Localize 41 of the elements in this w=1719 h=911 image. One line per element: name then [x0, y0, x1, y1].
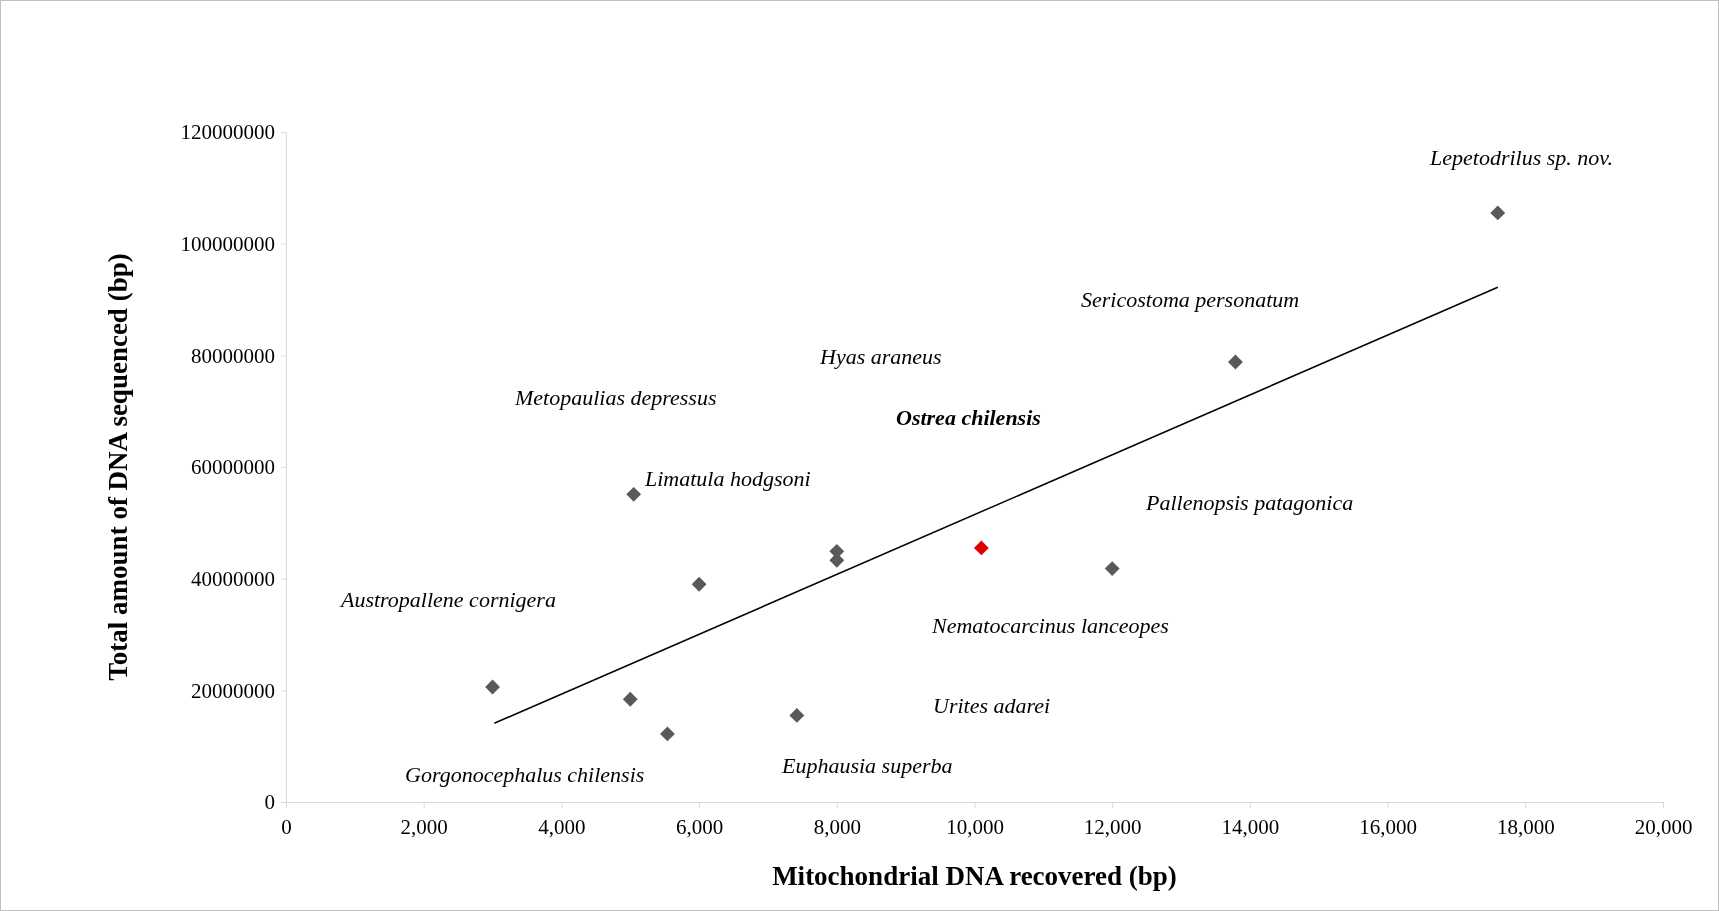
- annotation: Limatula hodgsoni: [644, 466, 811, 492]
- y-tick-label: 120000000: [180, 120, 275, 145]
- annotation: Ostrea chilensis: [896, 405, 1041, 431]
- point: [789, 708, 805, 723]
- x-tick-label: 20,000: [1634, 815, 1693, 840]
- x-tick-label: 0: [281, 815, 292, 840]
- annotation: Nematocarcinus lanceopes: [931, 613, 1169, 639]
- y-tick-label: 80000000: [191, 343, 275, 368]
- annotation: Euphausia superba: [781, 753, 953, 779]
- annotation: Gorgonocephalus chilensis: [405, 762, 645, 788]
- point: [622, 691, 638, 707]
- point: [1490, 205, 1506, 221]
- point: [626, 486, 642, 502]
- y-tick-label: 0: [264, 790, 275, 815]
- y-tick-label: 60000000: [191, 455, 275, 480]
- x-tick-label: 2,000: [400, 815, 448, 840]
- annotation: Sericostoma personatum: [1081, 287, 1300, 313]
- point: [691, 576, 707, 592]
- y-tick-label: 40000000: [191, 566, 275, 591]
- point: [973, 540, 989, 556]
- x-tick-label: 10,000: [946, 815, 1004, 840]
- annotation: Lepetodrilus sp. nov.: [1429, 145, 1613, 171]
- y-axis-title: Total amount of DNA sequenced (bp): [103, 253, 133, 681]
- y-tick-label: 100000000: [180, 231, 275, 256]
- x-tick-label: 6,000: [675, 815, 724, 840]
- x-tick-label: 4,000: [538, 815, 586, 840]
- x-tick-label: 12,000: [1083, 815, 1142, 840]
- x-tick-label: 18,000: [1496, 815, 1555, 840]
- annotation: Metopaulias depressus: [514, 385, 717, 411]
- x-tick-label: 16,000: [1359, 815, 1417, 840]
- annotation: Urites adarei: [933, 693, 1051, 719]
- annotation: Pallenopsis patagonica: [1145, 490, 1354, 516]
- point: [660, 726, 675, 742]
- x-tick-label: 8,000: [813, 815, 861, 840]
- annotation: Hyas araneus: [819, 344, 942, 370]
- x-tick-label: 14,000: [1221, 815, 1280, 840]
- point: [1228, 354, 1243, 370]
- y-tick-label: 20000000: [191, 678, 275, 703]
- annotation: Austropallene cornigera: [339, 587, 556, 613]
- point: [1104, 561, 1120, 577]
- x-axis-title: Mitochondrial DNA recovered (bp): [772, 861, 1177, 891]
